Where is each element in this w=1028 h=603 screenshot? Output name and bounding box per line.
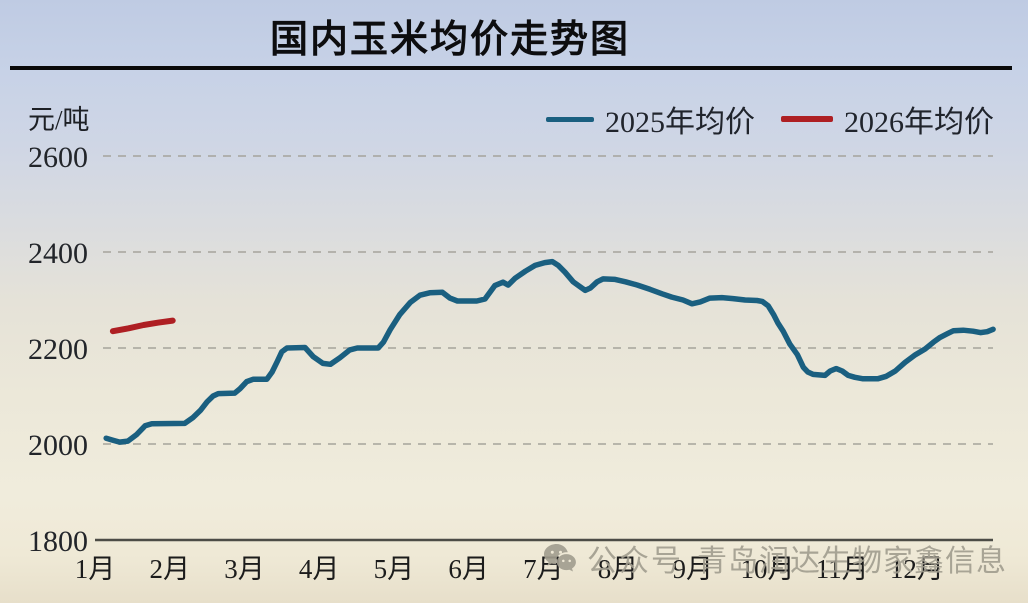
legend-line-2025-swatch	[546, 116, 594, 122]
y-tick-2200: 2200	[28, 333, 88, 366]
y-tick-2000: 2000	[28, 429, 88, 462]
x-tick-8: 8月	[598, 554, 639, 584]
legend: 2025年均价 2026年均价	[546, 100, 994, 139]
x-tick-12: 12月	[890, 554, 944, 584]
y-tick-1800: 1800	[28, 525, 88, 558]
series-line-2025年均价	[103, 258, 996, 445]
x-tick-5: 5月	[374, 554, 415, 584]
x-tick-2: 2月	[149, 554, 190, 584]
y-tick-2600: 2600	[28, 141, 88, 174]
title-underline	[10, 66, 1012, 70]
x-tick-11: 11月	[816, 554, 869, 584]
x-tick-7: 7月	[523, 554, 564, 584]
x-tick-9: 9月	[673, 554, 714, 584]
x-tick-10: 10月	[740, 554, 794, 584]
legend-label-2025: 2025年均价	[605, 106, 755, 139]
legend-label-2026: 2026年均价	[844, 106, 994, 139]
x-tick-1: 1月	[75, 554, 116, 584]
legend-line-2026-swatch	[781, 116, 833, 122]
y-axis-unit-label: 元/吨	[28, 105, 90, 135]
x-tick-3: 3月	[224, 554, 265, 584]
page-title: 国内玉米均价走势图	[269, 19, 630, 61]
y-tick-2400: 2400	[28, 237, 88, 270]
series-line-2026年均价	[109, 317, 176, 335]
x-tick-4: 4月	[299, 554, 340, 584]
x-tick-6: 6月	[448, 554, 489, 584]
